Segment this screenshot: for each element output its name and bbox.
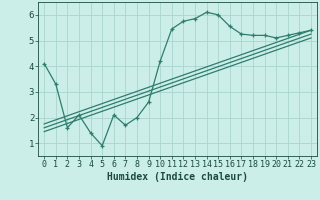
X-axis label: Humidex (Indice chaleur): Humidex (Indice chaleur) xyxy=(107,172,248,182)
